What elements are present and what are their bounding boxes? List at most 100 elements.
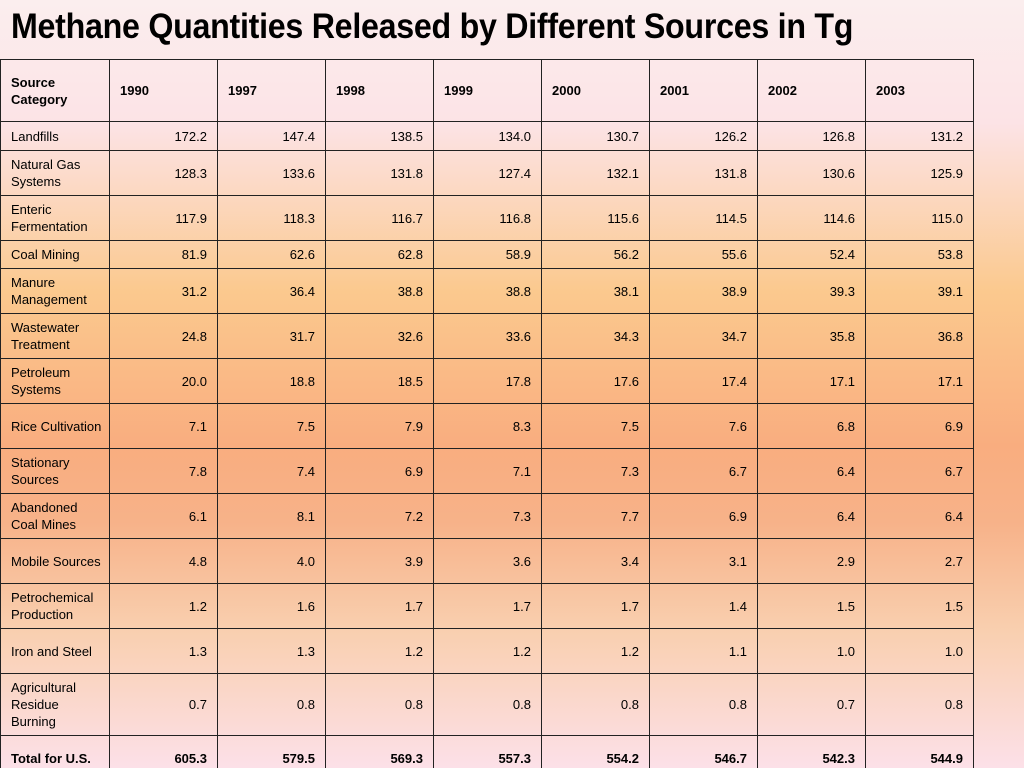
table-row: Stationary Sources 7.8 7.4 6.9 7.1 7.3 6.7 6.4 6… [0, 448, 974, 494]
value-cell: 32.6 [325, 313, 434, 359]
category-cell: Iron and Steel [0, 628, 110, 674]
value-cell: 1.5 [757, 583, 866, 629]
value-cell: 114.6 [757, 195, 866, 241]
value-cell: 128.3 [109, 150, 218, 196]
value-cell: 1.0 [757, 628, 866, 674]
header-cell: 2001 [649, 59, 758, 122]
value-cell: 1.5 [865, 583, 974, 629]
value-cell: 4.0 [217, 538, 326, 584]
category-cell: Rice Cultivation [0, 403, 110, 449]
value-cell: 18.5 [325, 358, 434, 404]
value-cell: 126.2 [649, 121, 758, 151]
value-cell: 147.4 [217, 121, 326, 151]
value-cell: 1.2 [541, 628, 650, 674]
value-cell: 131.8 [649, 150, 758, 196]
value-cell: 134.0 [433, 121, 542, 151]
value-cell: 34.3 [541, 313, 650, 359]
value-cell: 17.4 [649, 358, 758, 404]
value-cell: 62.8 [325, 240, 434, 269]
slide-title: Methane Quantities Released by Different… [11, 7, 854, 46]
table-row: Petroleum Systems 20.0 18.8 18.5 17.8 17.6 17.… [0, 358, 974, 404]
table-row: Manure Management 31.2 36.4 38.8 38.8 38.1 38.… [0, 268, 974, 314]
value-cell: 18.8 [217, 358, 326, 404]
value-cell: 7.3 [541, 448, 650, 494]
value-cell: 1.3 [109, 628, 218, 674]
value-cell: 7.5 [541, 403, 650, 449]
value-cell: 117.9 [109, 195, 218, 241]
value-cell: 569.3 [325, 735, 434, 768]
value-cell: 1.7 [433, 583, 542, 629]
value-cell: 115.6 [541, 195, 650, 241]
value-cell: 130.7 [541, 121, 650, 151]
category-cell: Petroleum Systems [0, 358, 110, 404]
table-body: Landfills 172.2 147.4 138.5 134.0 130.7 126.2 1… [0, 121, 974, 768]
value-cell: 6.4 [757, 493, 866, 539]
value-cell: 6.8 [757, 403, 866, 449]
value-cell: 7.9 [325, 403, 434, 449]
value-cell: 31.7 [217, 313, 326, 359]
value-cell: 8.3 [433, 403, 542, 449]
value-cell: 7.3 [433, 493, 542, 539]
table-row: Petrochemical Production 1.2 1.6 1.7 1.7 1.7 1… [0, 583, 974, 629]
value-cell: 38.9 [649, 268, 758, 314]
value-cell: 133.6 [217, 150, 326, 196]
value-cell: 17.8 [433, 358, 542, 404]
value-cell: 7.2 [325, 493, 434, 539]
value-cell: 0.8 [541, 673, 650, 736]
value-cell: 115.0 [865, 195, 974, 241]
category-cell: Manure Management [0, 268, 110, 314]
value-cell: 7.1 [109, 403, 218, 449]
value-cell: 554.2 [541, 735, 650, 768]
value-cell: 7.5 [217, 403, 326, 449]
header-cell: 2003 [865, 59, 974, 122]
value-cell: 0.8 [325, 673, 434, 736]
category-cell: Coal Mining [0, 240, 110, 269]
table-row: Abandoned Coal Mines 6.1 8.1 7.2 7.3 7.7 6.9 6.… [0, 493, 974, 539]
value-cell: 1.1 [649, 628, 758, 674]
category-cell: Petrochemical Production [0, 583, 110, 629]
value-cell: 35.8 [757, 313, 866, 359]
methane-table: Source Category 1990 1997 1998 1999 2000… [0, 59, 974, 768]
value-cell: 126.8 [757, 121, 866, 151]
category-cell: Stationary Sources [0, 448, 110, 494]
header-cell: 1990 [109, 59, 218, 122]
value-cell: 118.3 [217, 195, 326, 241]
value-cell: 7.1 [433, 448, 542, 494]
table-row: Agricultural Residue Burning 0.7 0.8 0.8 0.8… [0, 673, 974, 736]
category-cell: Agricultural Residue Burning [0, 673, 110, 736]
value-cell: 38.1 [541, 268, 650, 314]
value-cell: 605.3 [109, 735, 218, 768]
table-row: Landfills 172.2 147.4 138.5 134.0 130.7 126.2 1… [0, 121, 974, 151]
header-cell: 1997 [217, 59, 326, 122]
value-cell: 130.6 [757, 150, 866, 196]
value-cell: 1.6 [217, 583, 326, 629]
value-cell: 172.2 [109, 121, 218, 151]
total-row: Total for U.S. 605.3 579.5 569.3 557.3 554.2 5… [0, 735, 974, 768]
value-cell: 56.2 [541, 240, 650, 269]
value-cell: 1.4 [649, 583, 758, 629]
category-cell: Abandoned Coal Mines [0, 493, 110, 539]
value-cell: 58.9 [433, 240, 542, 269]
value-cell: 34.7 [649, 313, 758, 359]
value-cell: 52.4 [757, 240, 866, 269]
value-cell: 116.8 [433, 195, 542, 241]
value-cell: 4.8 [109, 538, 218, 584]
value-cell: 53.8 [865, 240, 974, 269]
value-cell: 131.2 [865, 121, 974, 151]
header-cell: 2002 [757, 59, 866, 122]
category-cell: Mobile Sources [0, 538, 110, 584]
value-cell: 138.5 [325, 121, 434, 151]
value-cell: 1.7 [541, 583, 650, 629]
value-cell: 6.9 [325, 448, 434, 494]
value-cell: 1.7 [325, 583, 434, 629]
table-row: Mobile Sources 4.8 4.0 3.9 3.6 3.4 3.1 2.9 2.7 [0, 538, 974, 584]
value-cell: 17.1 [865, 358, 974, 404]
table-row: Wastewater Treatment 24.8 31.7 32.6 33.6 34.3… [0, 313, 974, 359]
value-cell: 6.9 [649, 493, 758, 539]
value-cell: 0.7 [109, 673, 218, 736]
value-cell: 6.4 [757, 448, 866, 494]
value-cell: 546.7 [649, 735, 758, 768]
header-cell: 1999 [433, 59, 542, 122]
value-cell: 36.4 [217, 268, 326, 314]
value-cell: 3.1 [649, 538, 758, 584]
